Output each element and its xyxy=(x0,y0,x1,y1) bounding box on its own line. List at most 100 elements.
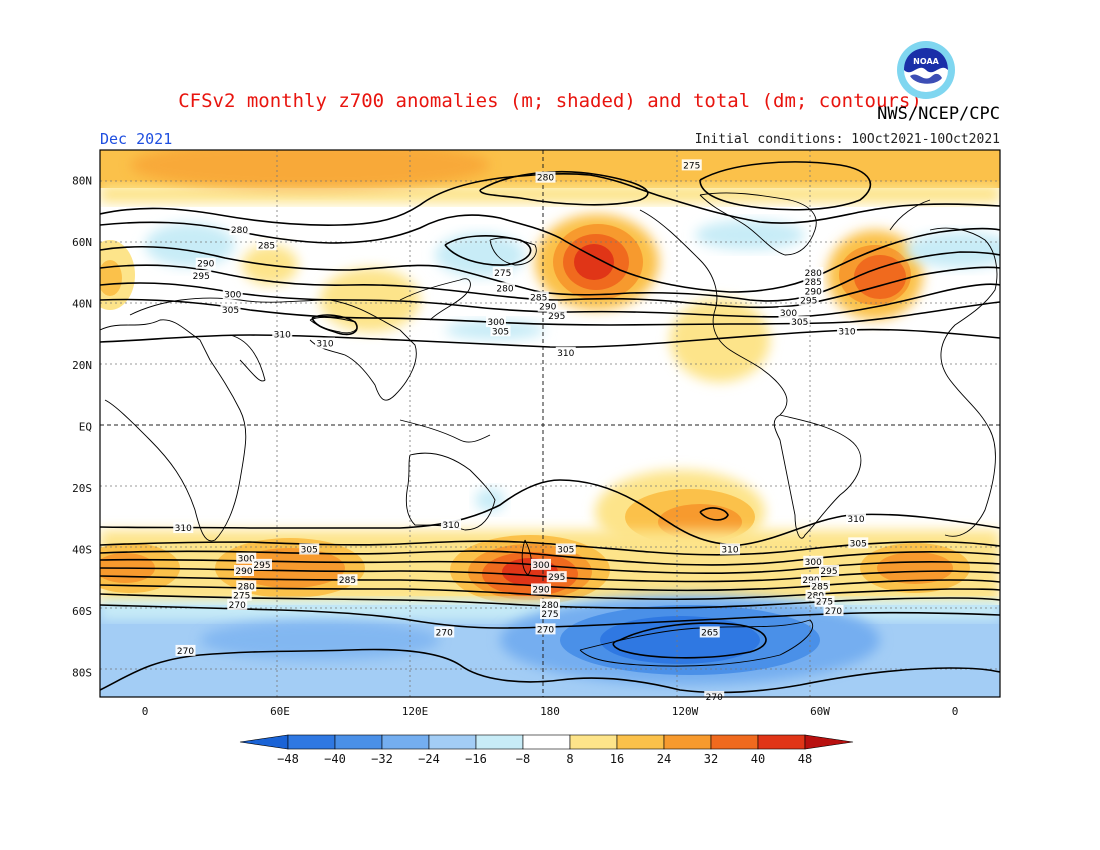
contour-value: 270 xyxy=(825,607,842,617)
lon-label: 0 xyxy=(952,705,959,718)
contour-value: 300 xyxy=(487,318,504,328)
contour-value: 310 xyxy=(442,521,459,531)
colorbar-label: −8 xyxy=(516,752,530,766)
contour-label: 295 xyxy=(252,558,272,571)
contour-value: 290 xyxy=(539,303,556,313)
contour-value: 310 xyxy=(274,330,291,340)
contour-value: 300 xyxy=(805,558,822,568)
contour-label: 290 xyxy=(537,300,558,313)
contour-value: 275 xyxy=(494,269,511,279)
contour-value: 280 xyxy=(805,269,822,279)
colorbar: −48 −40 −32 −24 −16 −8 8 16 24 32 40 48 xyxy=(239,734,854,766)
contour-value: 295 xyxy=(193,272,210,282)
contour-value: 310 xyxy=(847,515,864,525)
contour-value: 270 xyxy=(177,647,194,657)
contour-value: 295 xyxy=(800,297,817,307)
contour-value: 280 xyxy=(541,601,558,611)
contour-value: 290 xyxy=(235,567,252,577)
contour-value: 270 xyxy=(229,601,246,611)
colorbar-swatch xyxy=(710,734,759,750)
contour-value: 295 xyxy=(548,312,565,322)
contour-label: 305 xyxy=(789,316,810,328)
lon-label: 120E xyxy=(402,705,429,718)
contour-label: 275 xyxy=(681,159,702,171)
lat-label: 60N xyxy=(72,236,92,249)
contour-label: 280 xyxy=(236,580,257,592)
contour-value: 290 xyxy=(532,585,549,595)
lon-label: 120W xyxy=(672,705,699,718)
contour-value: 280 xyxy=(238,582,255,592)
contour-label: 285 xyxy=(528,291,549,304)
colorbar-arrow-right xyxy=(804,734,854,750)
lon-label: 0 xyxy=(142,705,149,718)
contour-label: 300 xyxy=(778,306,799,319)
contour-label: 300 xyxy=(222,288,243,300)
lon-label: 180 xyxy=(540,705,560,718)
contour-label: 305 xyxy=(220,303,241,316)
lat-label: 80N xyxy=(72,175,92,188)
contour-value: 270 xyxy=(537,625,554,635)
contour-label: 295 xyxy=(546,571,567,583)
contour-value: 310 xyxy=(721,545,738,555)
lat-label: 60S xyxy=(72,605,92,618)
contour-label: 300 xyxy=(803,555,824,568)
contour-value: 300 xyxy=(224,290,241,300)
contour-label: 310 xyxy=(837,325,857,337)
colorbar-swatch xyxy=(522,734,571,750)
contour-label: 310 xyxy=(441,518,461,531)
contour-value: 285 xyxy=(339,576,356,586)
lon-label: 60W xyxy=(810,705,830,718)
contour-value: 305 xyxy=(850,539,867,549)
contour-label: 295 xyxy=(798,294,819,307)
colorbar-label: 40 xyxy=(751,752,765,766)
contour-value: 305 xyxy=(301,545,318,555)
contour-label: 290 xyxy=(803,285,824,297)
contour-label: 290 xyxy=(531,583,551,595)
noaa-logo: NOAA xyxy=(897,41,955,99)
lat-label: 20S xyxy=(72,482,92,495)
colorbar-arrow-left xyxy=(239,734,289,750)
contour-label: 280 xyxy=(229,223,250,236)
contour-label: 280 xyxy=(803,266,824,279)
contour-label: 295 xyxy=(191,269,212,282)
longitude-labels: 0 60E 120E 180 120W 60W 0 xyxy=(142,705,959,718)
contour-value: 295 xyxy=(820,567,837,577)
contour-label: 290 xyxy=(195,257,216,270)
colorbar-swatch xyxy=(569,734,618,750)
contour-label: 275 xyxy=(540,608,560,620)
contour-label: 285 xyxy=(256,239,277,251)
contour-value: 310 xyxy=(838,327,855,337)
contour-value: 310 xyxy=(557,349,574,359)
colorbar-swatch xyxy=(334,734,383,750)
contour-label: 305 xyxy=(555,543,576,555)
contour-label: 265 xyxy=(699,626,720,638)
contour-label: 305 xyxy=(848,537,869,549)
contour-value: 295 xyxy=(253,561,270,571)
colorbar-label: 32 xyxy=(704,752,718,766)
colorbar-label: −48 xyxy=(277,752,299,766)
contour-value: 265 xyxy=(701,628,718,638)
contour-value: 285 xyxy=(258,241,275,251)
colorbar-swatch xyxy=(475,734,524,750)
contour-value: 275 xyxy=(683,161,700,171)
contour-label: 290 xyxy=(234,565,254,577)
contour-label: 310 xyxy=(720,543,740,555)
lat-label: 40N xyxy=(72,298,92,311)
lon-label: 60E xyxy=(270,705,290,718)
contour-label: 275 xyxy=(814,595,835,608)
contour-value: 305 xyxy=(222,306,239,316)
contour-value: 300 xyxy=(780,309,797,319)
contour-label: 275 xyxy=(492,266,513,279)
agency-label: NWS/NCEP/CPC xyxy=(877,104,1000,124)
contour-value: 280 xyxy=(496,284,513,294)
contour-label: 285 xyxy=(810,580,830,592)
contour-label: 310 xyxy=(272,328,293,340)
lat-label: 40S xyxy=(72,543,92,556)
contour-value: 305 xyxy=(492,327,509,337)
contour-label: 300 xyxy=(486,316,506,328)
contour-label: 280 xyxy=(540,598,560,611)
colorbar-label: 16 xyxy=(610,752,624,766)
colorbar-label: −16 xyxy=(465,752,487,766)
colorbar-label: 48 xyxy=(798,752,812,766)
colorbar-label: 24 xyxy=(657,752,671,766)
